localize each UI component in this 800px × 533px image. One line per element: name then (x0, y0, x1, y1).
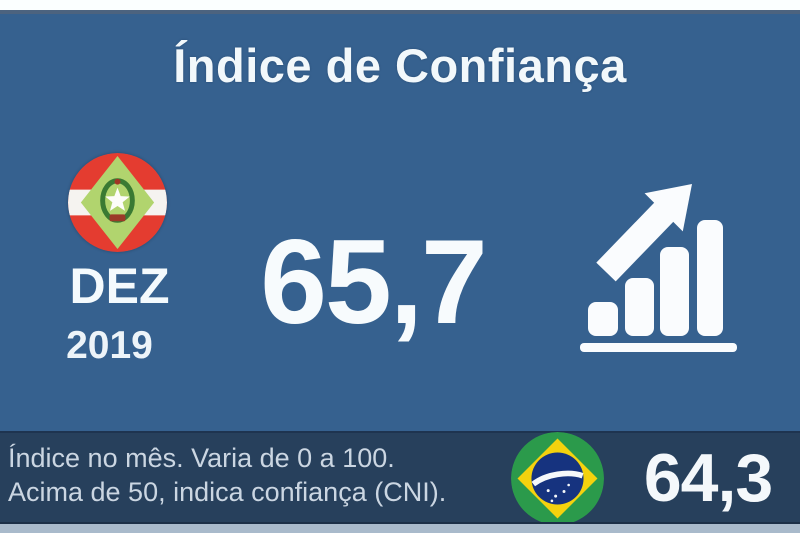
period-year: 2019 (66, 324, 153, 367)
state-index-value: 65,7 (260, 215, 488, 349)
top-divider-line (0, 10, 800, 14)
period-month: DEZ (69, 258, 170, 314)
footnote-line-1: Índice no mês. Varia de 0 a 100. (8, 443, 395, 473)
footnote-line-2: Acima de 50, indica confiança (CNI). (8, 477, 447, 507)
rising-bar-chart-icon (578, 172, 738, 358)
santa-catarina-flag-icon (68, 153, 167, 252)
national-index-value: 64,3 (643, 440, 773, 516)
brazil-flag-icon (511, 432, 604, 525)
footer-section: Índice no mês. Varia de 0 a 100. Acima d… (0, 431, 800, 525)
bottom-strip (0, 522, 800, 533)
footnote: Índice no mês. Varia de 0 a 100. Acima d… (8, 441, 446, 509)
top-strip (0, 0, 800, 10)
main-section: Índice de Confiança DEZ 2019 65,7 (0, 14, 800, 431)
page-title: Índice de Confiança (173, 39, 627, 92)
